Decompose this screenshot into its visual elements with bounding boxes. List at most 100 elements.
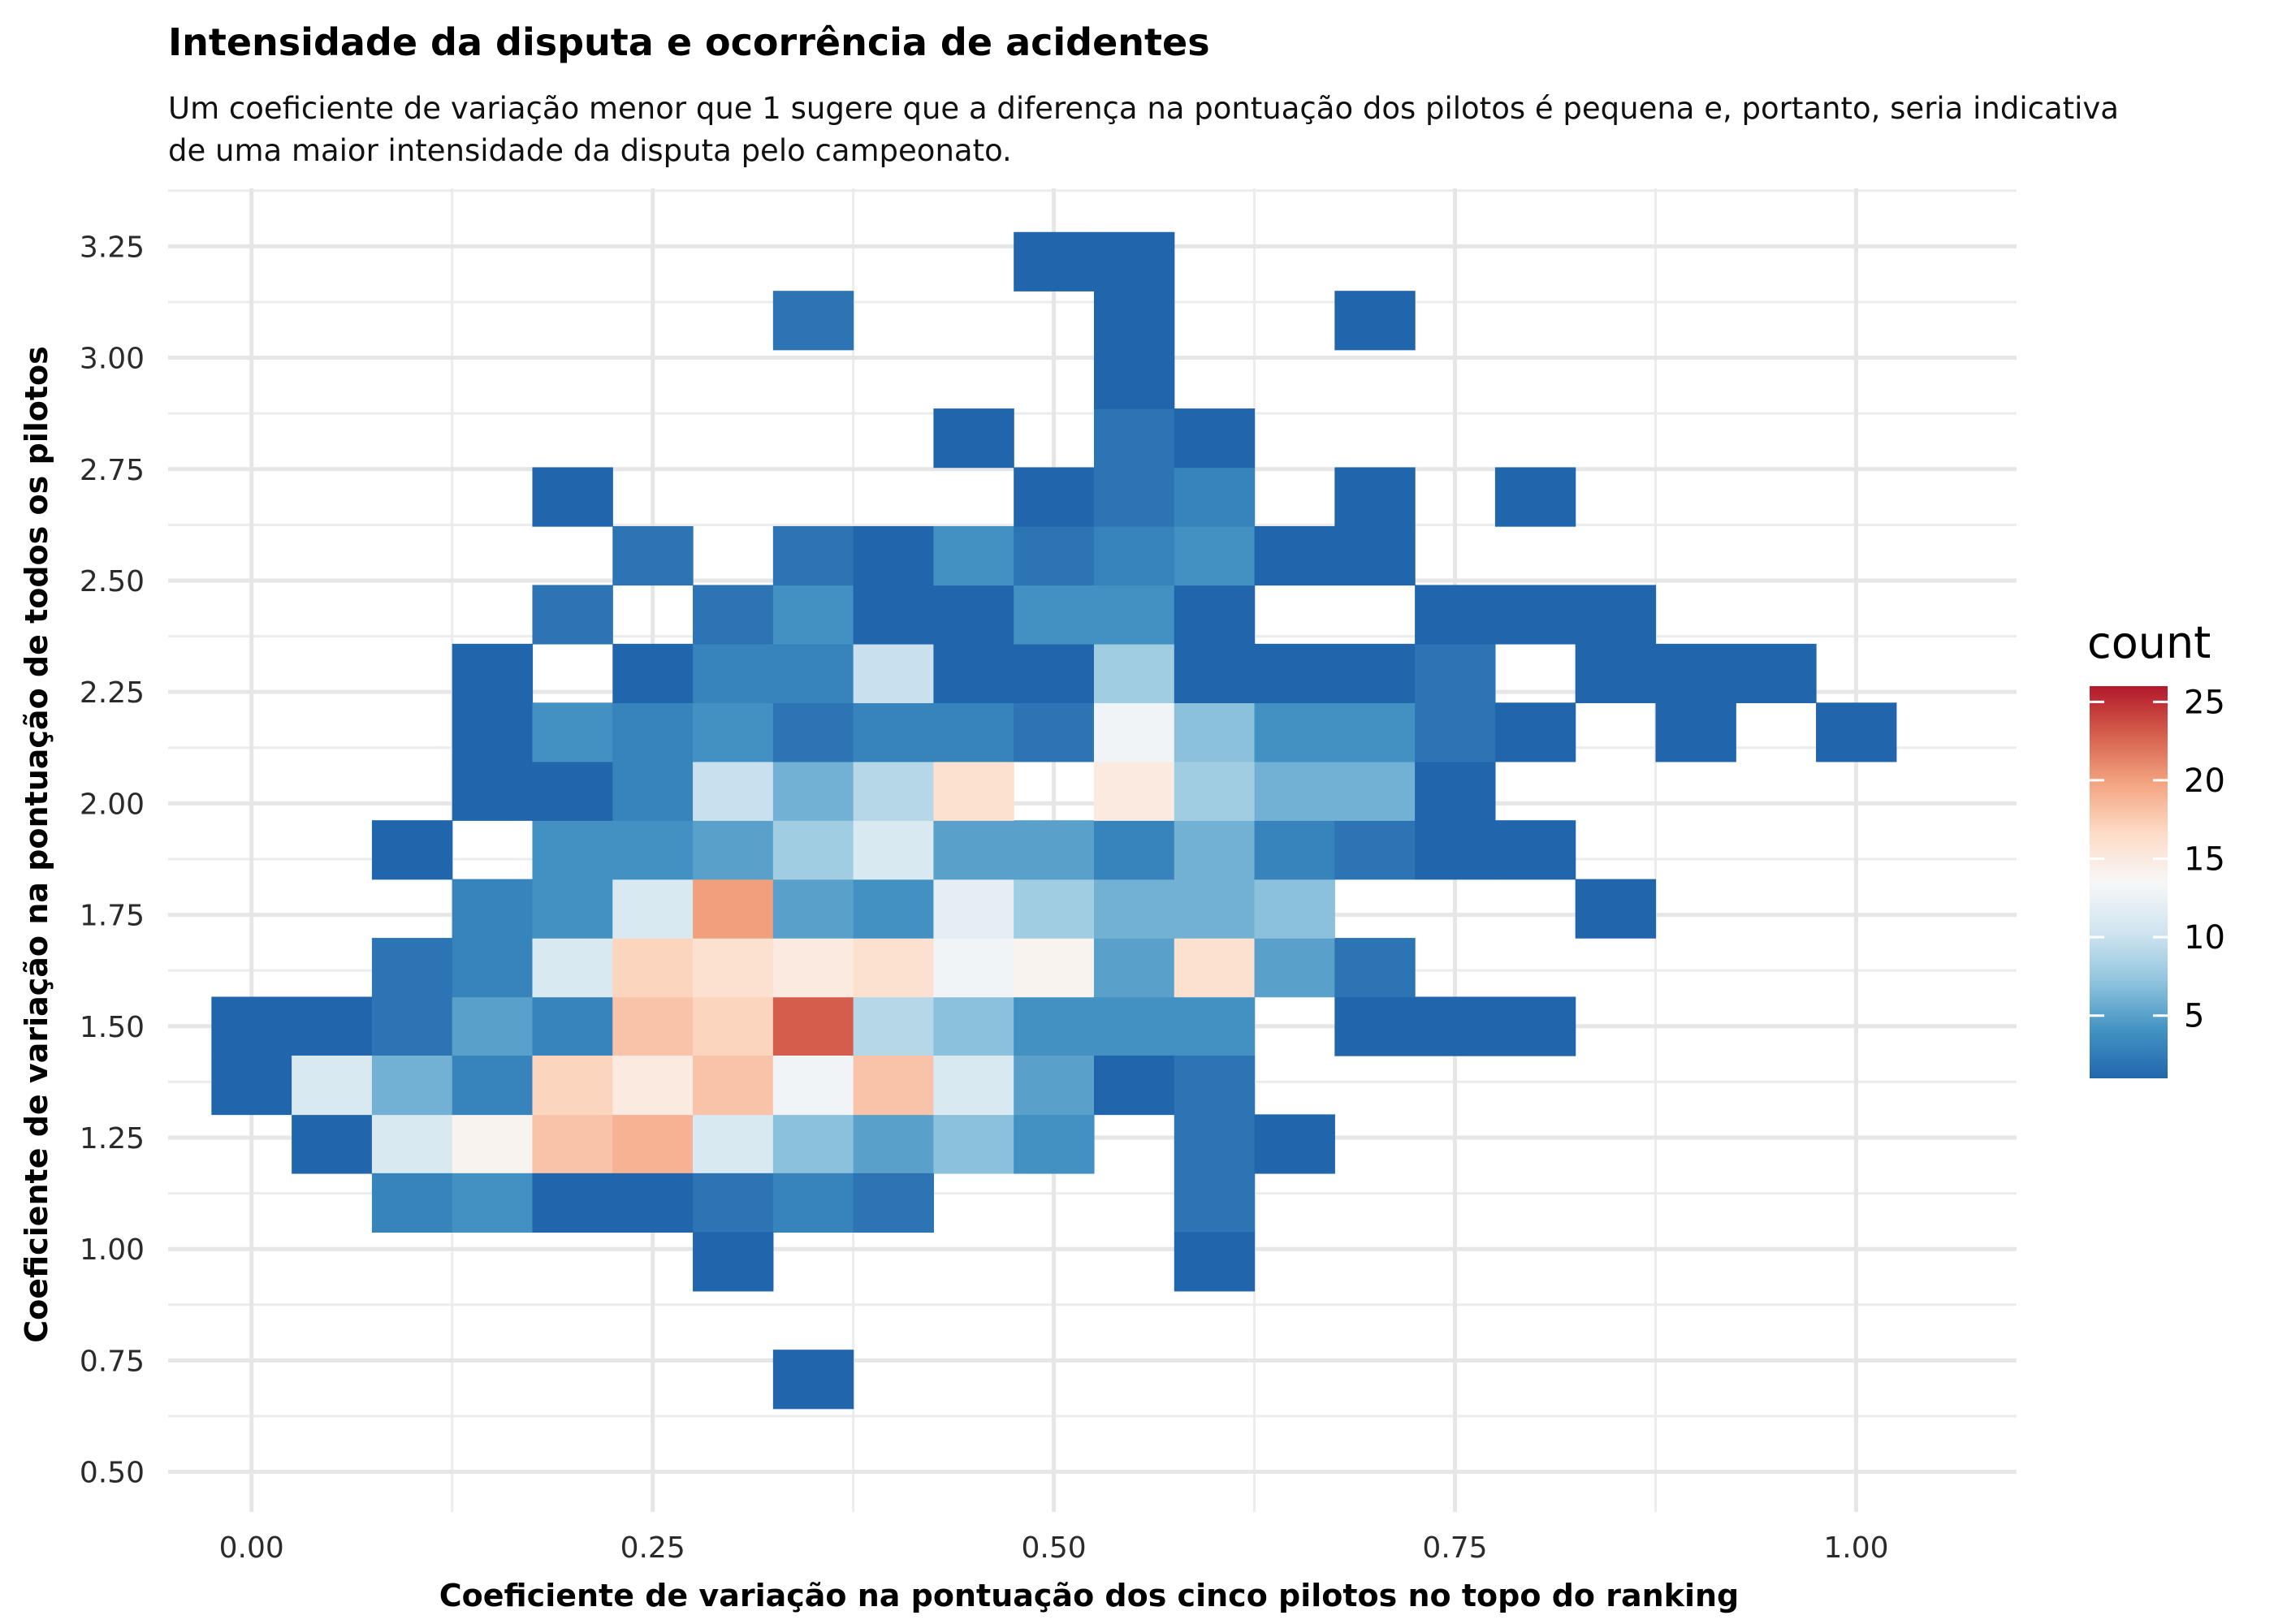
heatmap-cell <box>292 1055 373 1116</box>
heatmap-cell <box>693 585 774 645</box>
heatmap-cell <box>1093 643 1175 703</box>
heatmap-cell <box>1334 291 1416 351</box>
heatmap-cell <box>853 761 935 821</box>
heatmap-cell <box>532 1114 613 1174</box>
heatmap-cell <box>933 1114 1014 1174</box>
heatmap-cell <box>772 938 854 998</box>
heatmap-cell <box>1093 585 1175 645</box>
heatmap-cell <box>532 938 613 998</box>
heatmap-cell <box>1174 996 1256 1056</box>
heatmap-cell <box>371 938 453 998</box>
x-tick-label: 0.00 <box>219 1531 284 1565</box>
heatmap-cell <box>1014 231 1095 292</box>
heatmap-cell <box>1093 231 1175 292</box>
heatmap-cell <box>1334 525 1416 586</box>
legend-tick-label: 5 <box>2184 998 2204 1035</box>
heatmap-cell <box>1093 996 1175 1056</box>
heatmap-cell <box>933 879 1014 939</box>
heatmap-cell <box>1655 702 1736 762</box>
heatmap-cell <box>853 879 935 939</box>
y-tick-label: 3.00 <box>80 343 145 376</box>
heatmap-cell <box>693 820 774 880</box>
heatmap-cell <box>1093 291 1175 351</box>
heatmap-cell <box>693 1114 774 1174</box>
heatmap-cell <box>1174 525 1256 586</box>
heatmap-cell <box>1014 879 1095 939</box>
heatmap-cell <box>853 643 935 703</box>
heatmap-cell <box>1174 761 1256 821</box>
heatmap-cell <box>853 938 935 998</box>
heatmap-cell <box>1014 585 1095 645</box>
heatmap-cell <box>1174 1232 1256 1292</box>
heatmap-cell <box>532 820 613 880</box>
heatmap-cell <box>853 1114 935 1174</box>
heatmap-cell <box>1254 879 1335 939</box>
heatmap-cell <box>532 585 613 645</box>
heatmap-cell <box>693 1055 774 1116</box>
heatmap-cell <box>1093 761 1175 821</box>
heatmap-cell <box>452 1173 534 1233</box>
legend-title: count <box>2087 617 2211 668</box>
heatmap-cell <box>1494 820 1576 880</box>
heatmap-cell <box>772 643 854 703</box>
heatmap-cell <box>772 996 854 1056</box>
heatmap-cell <box>1014 1114 1095 1174</box>
x-tick-label: 1.00 <box>1823 1531 1888 1565</box>
heatmap-cell <box>933 1055 1014 1116</box>
heatmap-cell <box>1174 585 1256 645</box>
heatmap-cell <box>452 761 534 821</box>
heatmap-cell <box>1254 702 1335 762</box>
heatmap-cell <box>1014 1055 1095 1116</box>
heatmap-cell <box>1254 820 1335 880</box>
heatmap-cell <box>1174 467 1256 527</box>
heatmap-cells <box>211 231 1897 1410</box>
heatmap-cell <box>452 702 534 762</box>
heatmap-cell <box>933 820 1014 880</box>
heatmap-cell <box>1254 643 1335 703</box>
heatmap-cell <box>1494 585 1576 645</box>
heatmap-cell <box>1494 467 1576 527</box>
heatmap-cell <box>693 1173 774 1233</box>
heatmap-cell <box>612 996 694 1056</box>
heatmap-cell <box>1415 643 1496 703</box>
heatmap-cell <box>1014 525 1095 586</box>
heatmap-cell <box>532 761 613 821</box>
legend-colorbar <box>2090 686 2168 1078</box>
y-tick-label: 1.50 <box>80 1011 145 1044</box>
heatmap-cell <box>1174 702 1256 762</box>
heatmap-cell <box>1334 996 1416 1056</box>
heatmap-cell <box>1334 938 1416 998</box>
heatmap-cell <box>933 996 1014 1056</box>
heatmap-cell <box>1415 585 1496 645</box>
heatmap-cell <box>532 996 613 1056</box>
chart-title: Intensidade da disputa e ocorrência de a… <box>168 20 1210 64</box>
heatmap-cell <box>371 1114 453 1174</box>
y-axis-tick-labels: 0.50 0.75 1.00 1.25 1.50 1.75 2.00 2.25 2.50 2.75… <box>80 231 145 1489</box>
heatmap-cell <box>612 1173 694 1233</box>
y-tick-label: 0.75 <box>80 1345 145 1378</box>
heatmap-cell <box>1093 467 1175 527</box>
y-tick-label: 3.25 <box>80 231 145 264</box>
heatmap-cell <box>292 1114 373 1174</box>
heatmap-cell <box>452 1055 534 1116</box>
heatmap-cell <box>933 702 1014 762</box>
heatmap-cell <box>772 585 854 645</box>
heatmap-cell <box>693 996 774 1056</box>
heatmap-cell <box>612 820 694 880</box>
heatmap-cell <box>772 291 854 351</box>
heatmap-cell <box>772 1055 854 1116</box>
heatmap-cell <box>772 761 854 821</box>
y-tick-label: 1.00 <box>80 1233 145 1267</box>
heatmap-cell <box>292 996 373 1056</box>
legend-tick-label: 20 <box>2184 762 2225 800</box>
heatmap-cell <box>1655 643 1736 703</box>
heatmap-cell <box>1174 820 1256 880</box>
heatmap-cell <box>532 467 613 527</box>
heatmap-cell <box>612 761 694 821</box>
x-tick-label: 0.75 <box>1422 1531 1487 1565</box>
heatmap-cell <box>1014 938 1095 998</box>
heatmap-cell <box>772 525 854 586</box>
heatmap-cell <box>1254 938 1335 998</box>
heatmap-cell <box>1334 820 1416 880</box>
